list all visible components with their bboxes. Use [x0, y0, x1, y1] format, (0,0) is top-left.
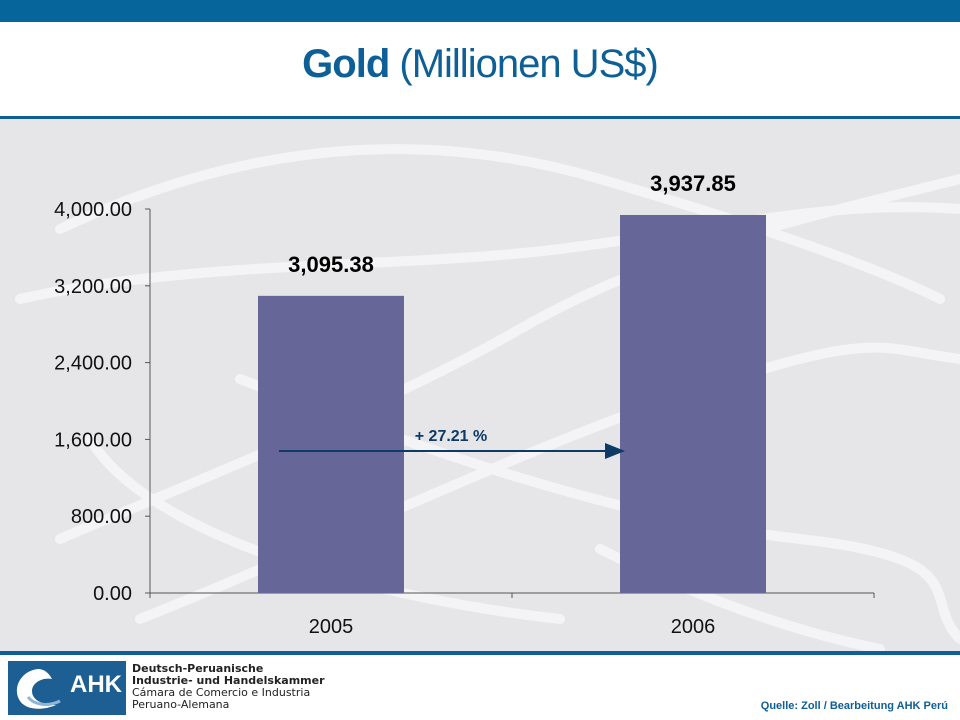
x-tick-label: 2005: [309, 616, 354, 638]
org-line-3: Cámara de Comercio e Industria: [132, 686, 311, 699]
data-label-2006: 3,937.85: [650, 171, 736, 196]
y-tick-label: 800.00: [71, 506, 132, 528]
bar-2005: [258, 295, 404, 593]
chart-area: 0.00 800.00 1,600.00 2,400.00 3,200.00 4,000.…: [0, 119, 960, 651]
chart-bars: [258, 214, 766, 593]
bar-chart: 0.00 800.00 1,600.00 2,400.00 3,200.00 4,000.…: [15, 144, 960, 651]
org-line-4: Peruano-Alemana: [132, 698, 230, 711]
y-tick-label: 3,200.00: [54, 276, 132, 298]
ahk-logo: AHK: [8, 661, 126, 715]
page-title: Gold (Millionen US$): [0, 42, 960, 87]
title-rest: (Millionen US$): [399, 42, 658, 86]
growth-annotation: + 27.21 %: [279, 428, 625, 459]
logo-text: AHK: [70, 671, 122, 698]
background-swirls: [15, 144, 960, 651]
chart-labels: 3,095.38 2005 3,937.85 2006: [288, 171, 736, 638]
growth-label: + 27.21 %: [415, 428, 488, 445]
y-tick-label: 1,600.00: [54, 429, 132, 451]
footer-divider: [0, 651, 960, 655]
footer: AHK Deutsch-Peruanische Industrie- und H…: [0, 655, 960, 720]
y-tick-label: 4,000.00: [54, 199, 132, 221]
title-divider: [0, 116, 960, 119]
data-label-2005: 3,095.38: [288, 252, 374, 277]
y-tick-label: 0.00: [93, 583, 132, 605]
bar-2006: [620, 214, 766, 593]
ahk-logo-swoosh-icon: [16, 669, 61, 709]
y-tick-label: 2,400.00: [54, 353, 132, 375]
source-note: Quelle: Zoll / Bearbeitung AHK Perú: [760, 700, 948, 712]
organization-name: Deutsch-Peruanische Industrie- und Hande…: [132, 663, 325, 711]
x-tick-label: 2006: [671, 616, 716, 638]
top-banner: [0, 0, 960, 22]
org-line-2: Industrie- und Handelskammer: [132, 674, 325, 687]
org-line-1: Deutsch-Peruanische: [132, 662, 264, 675]
title-bold: Gold: [302, 42, 390, 86]
